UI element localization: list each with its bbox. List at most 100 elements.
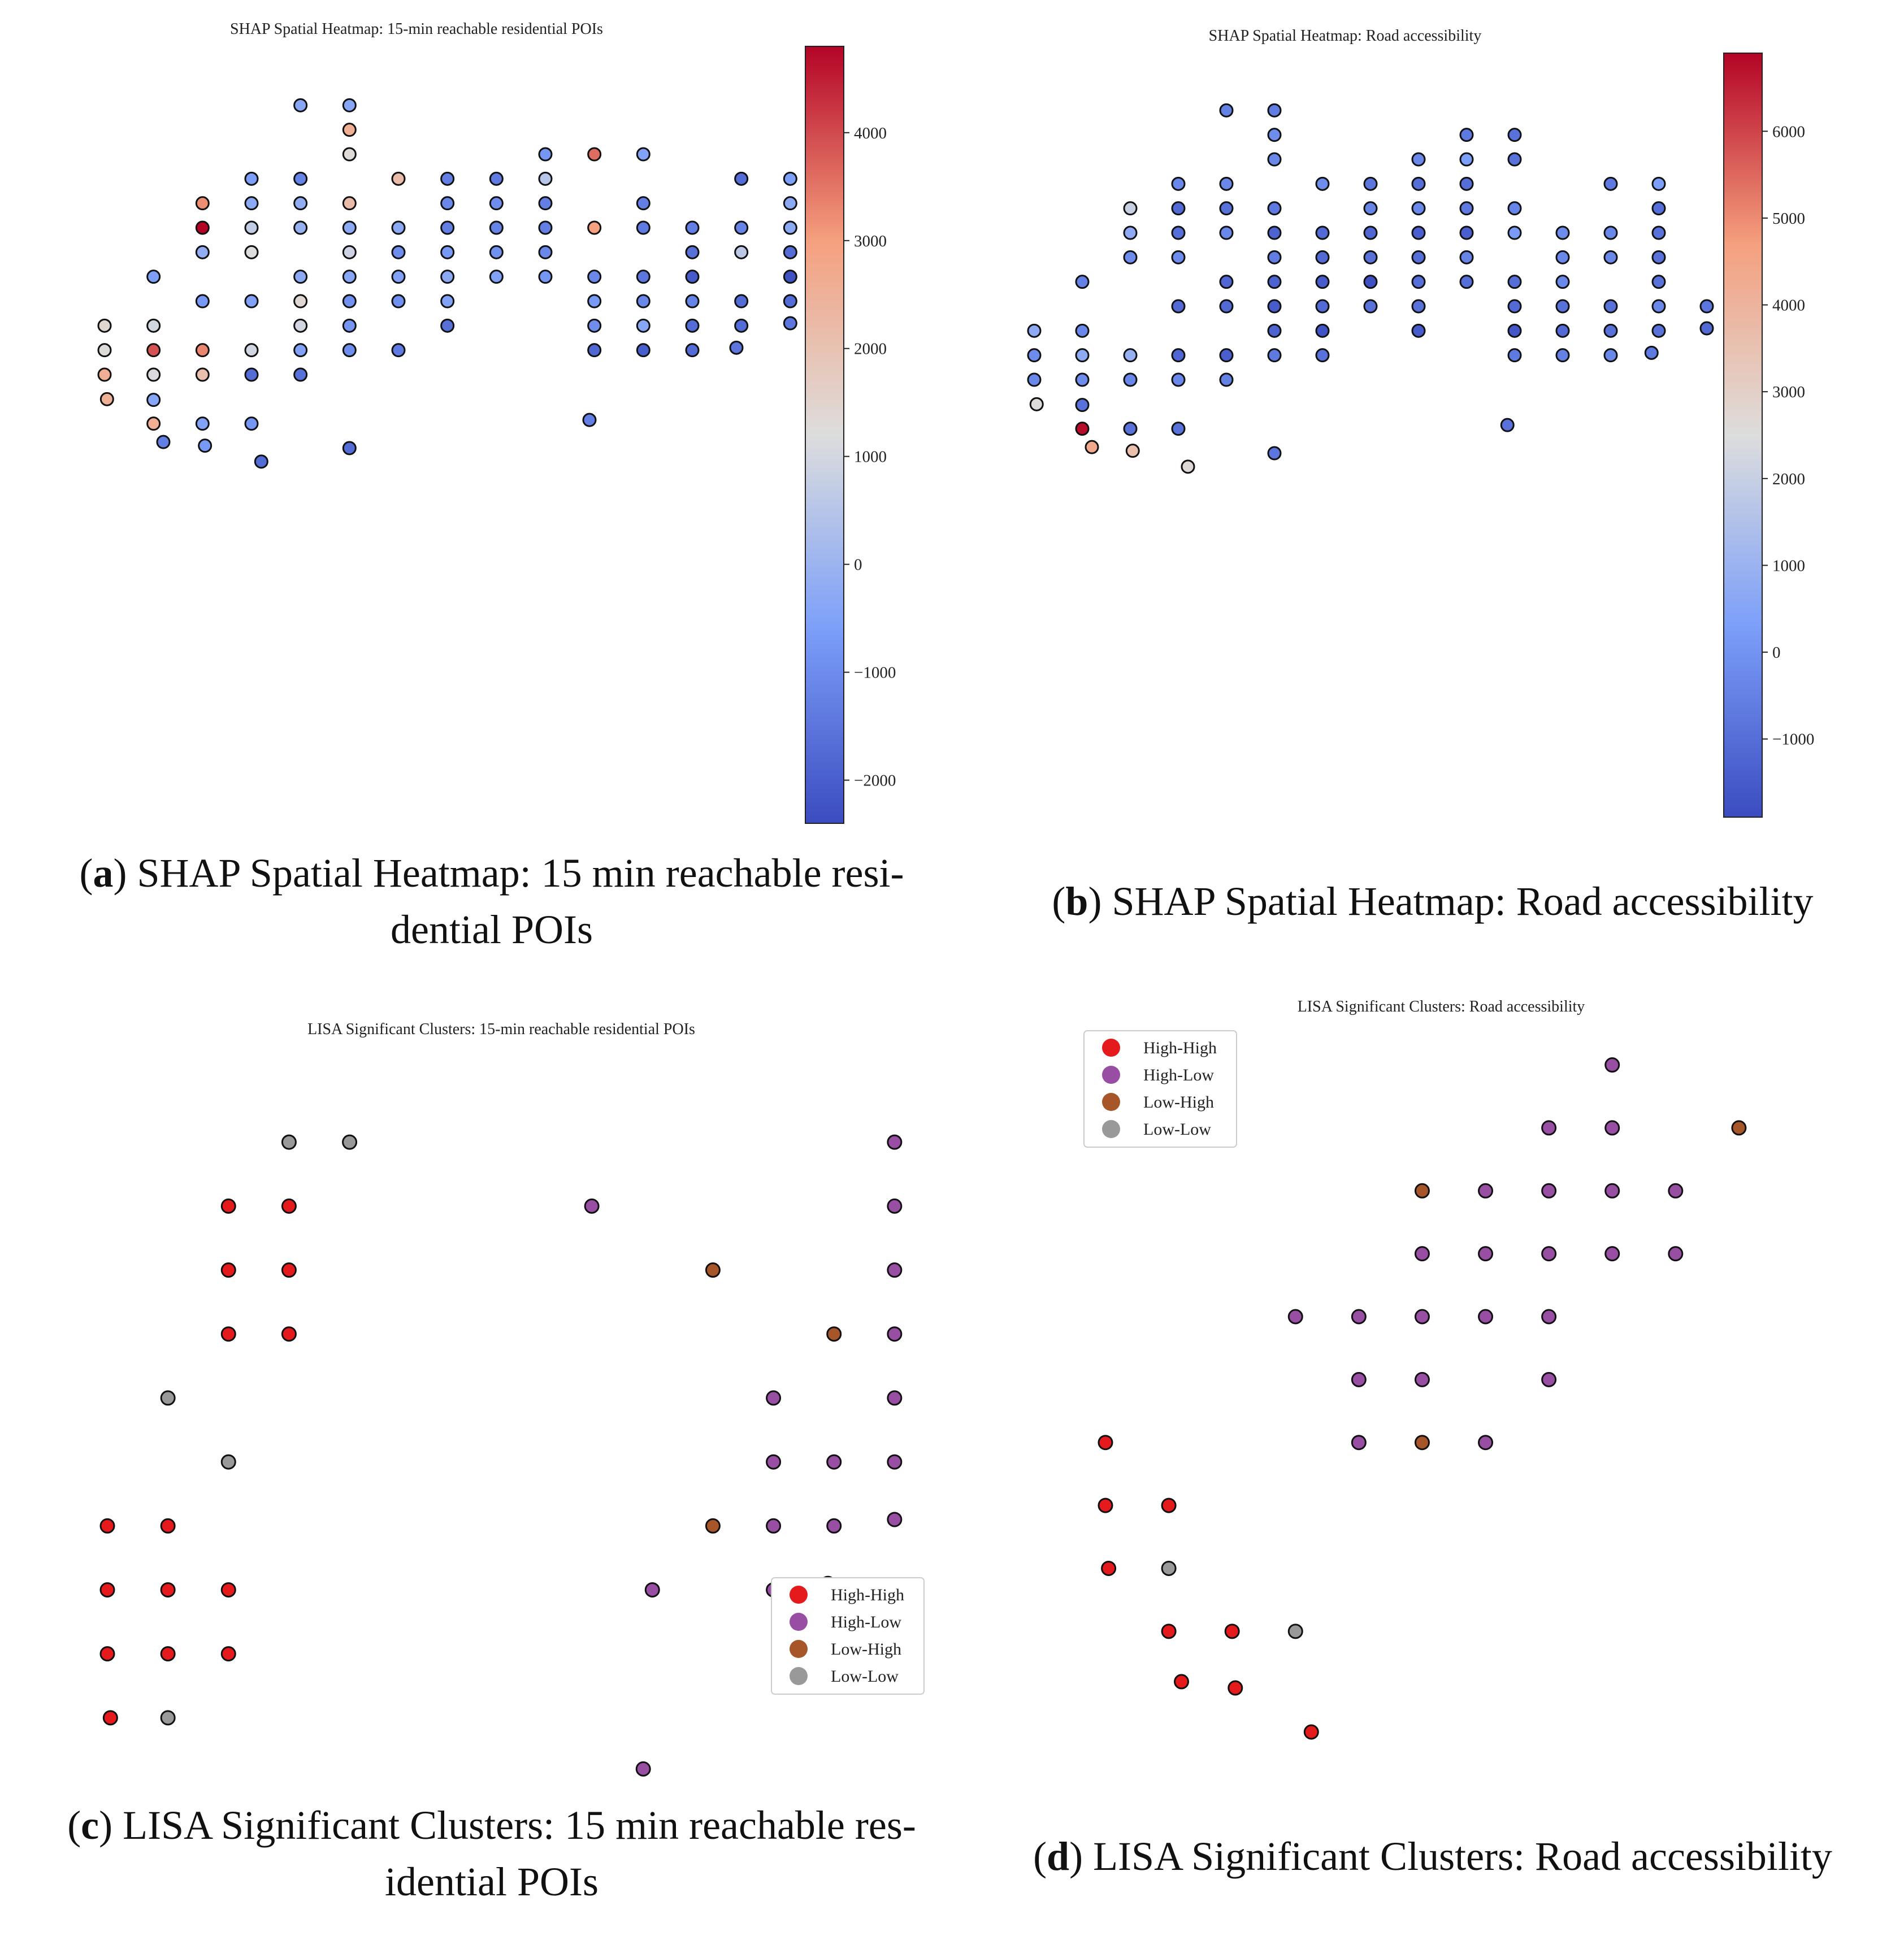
data-point (1363, 225, 1378, 240)
data-point (705, 1262, 721, 1278)
data-point (636, 294, 650, 309)
data-point (1651, 201, 1666, 216)
colorbar (1723, 53, 1763, 818)
data-point (1219, 372, 1234, 387)
data-point (538, 270, 553, 284)
data-point (636, 147, 650, 162)
caption-b-text: SHAP Spatial Heatmap: Road accessibility (1112, 879, 1814, 924)
data-point (1411, 299, 1426, 314)
data-point (734, 171, 749, 186)
data-point (729, 340, 744, 355)
panel-c: LISA Significant Clusters: 15-min reacha… (0, 983, 955, 1786)
data-point (685, 318, 700, 333)
data-point (281, 1262, 297, 1278)
data-point (887, 1134, 903, 1150)
data-point (1507, 323, 1522, 338)
data-point (1075, 348, 1090, 363)
data-point (1555, 225, 1570, 240)
data-point (636, 196, 650, 211)
data-point (160, 1518, 176, 1534)
caption-a-letter: a (93, 850, 114, 896)
legend-label: Low-Low (1143, 1120, 1211, 1139)
data-point (1363, 299, 1378, 314)
data-point (1363, 275, 1378, 289)
data-point (1603, 176, 1618, 191)
legend-marker (790, 1586, 808, 1604)
legend-marker (790, 1640, 808, 1658)
data-point (195, 245, 210, 259)
data-point (783, 245, 797, 259)
lisa-clusters-residential-pois: LISA Significant Clusters: 15-min reacha… (99, 1021, 925, 1777)
data-point (1171, 225, 1186, 240)
data-point (1287, 1624, 1303, 1639)
data-point (293, 318, 308, 333)
chart-title: LISA Significant Clusters: Road accessib… (1298, 998, 1585, 1015)
data-point (1731, 1120, 1747, 1136)
data-point (342, 147, 357, 162)
data-point (1541, 1183, 1557, 1199)
legend-marker (1102, 1093, 1120, 1111)
data-point (1603, 225, 1618, 240)
data-point (1541, 1120, 1557, 1136)
data-point (440, 196, 455, 211)
panel-a: SHAP Spatial Heatmap: 15-min reachable r… (0, 0, 955, 831)
data-point (146, 367, 161, 382)
data-point (440, 294, 455, 309)
data-point (1315, 348, 1330, 363)
colorbar-tick-label: 2000 (854, 340, 887, 358)
colorbar-tick-label: −1000 (1772, 731, 1814, 749)
data-point (99, 392, 114, 406)
data-point (1651, 250, 1666, 264)
data-point (1123, 201, 1138, 216)
data-point (342, 245, 357, 259)
data-point (1541, 1309, 1557, 1325)
data-point (293, 220, 308, 235)
data-point (1123, 348, 1138, 363)
data-point (783, 316, 797, 331)
data-point (1171, 299, 1186, 314)
data-point (1507, 275, 1522, 289)
data-point (1459, 152, 1474, 167)
caption-a: (a) SHAP Spatial Heatmap: 15 min reachab… (79, 850, 904, 952)
data-point (1603, 299, 1618, 314)
data-point (160, 1646, 176, 1662)
data-point (1098, 1435, 1113, 1451)
caption-d-letter: d (1047, 1834, 1070, 1879)
data-point (766, 1518, 782, 1534)
data-point (244, 171, 259, 186)
data-point (1411, 201, 1426, 216)
data-point (160, 1582, 176, 1598)
colorbar-tick-label: 4000 (1772, 297, 1805, 315)
data-point (1171, 176, 1186, 191)
data-point (1507, 225, 1522, 240)
legend-marker (1102, 1066, 1120, 1084)
colorbar-tick-label: 4000 (854, 124, 887, 142)
colorbar-tick-label: 0 (854, 556, 862, 574)
data-point (587, 318, 602, 333)
data-point (1075, 422, 1090, 436)
data-point (1161, 1497, 1177, 1513)
data-point (97, 367, 112, 382)
data-point (1668, 1246, 1684, 1262)
data-point (587, 220, 602, 235)
data-point (1478, 1246, 1494, 1262)
legend-label: Low-Low (831, 1667, 899, 1686)
data-point (587, 343, 602, 358)
data-point (146, 343, 161, 358)
colorbar-tick-label: 3000 (1772, 383, 1805, 401)
data-point (1411, 275, 1426, 289)
data-point (1181, 459, 1195, 474)
data-point (887, 1454, 903, 1470)
data-point (1651, 299, 1666, 314)
data-point (587, 294, 602, 309)
data-point (538, 245, 553, 259)
legend-label: High-Low (1143, 1066, 1214, 1084)
data-point (391, 245, 406, 259)
data-point (1267, 275, 1282, 289)
data-point (1075, 372, 1090, 387)
caption-a-text-2: dential POIs (391, 907, 593, 952)
data-point (342, 123, 357, 137)
caption-a-text: SHAP Spatial Heatmap: 15 min reachable r… (137, 850, 904, 896)
data-point (887, 1326, 903, 1342)
data-point (281, 1198, 297, 1214)
